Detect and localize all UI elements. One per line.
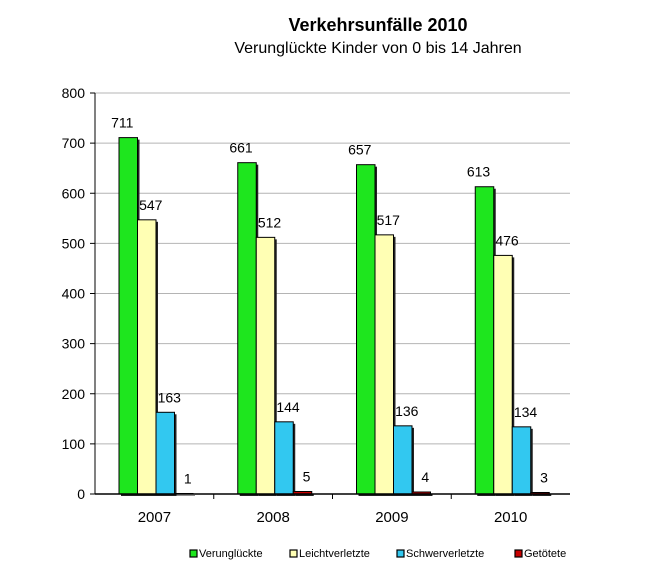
- legend-label: Leichtverletzte: [299, 548, 370, 560]
- data-label: 711: [111, 115, 134, 131]
- data-label: 661: [229, 140, 253, 156]
- data-label: 3: [540, 469, 548, 485]
- chart-subtitle: Verunglückte Kinder von 0 bis 14 Jahren: [234, 40, 521, 57]
- data-label: 4: [421, 469, 429, 485]
- bar-leichtverletzte: [255, 236, 276, 495]
- data-label: 657: [348, 142, 372, 158]
- bar-shadow: [532, 494, 552, 496]
- x-tick-label: 2009: [375, 509, 408, 526]
- bar-verunglückte: [474, 186, 495, 495]
- bar-leichtverletzte: [493, 254, 513, 495]
- legend-label: Schwerverletzte: [406, 548, 484, 560]
- data-label: 512: [258, 214, 282, 230]
- y-tick-label: 700: [62, 135, 86, 151]
- bar-verunglückte: [237, 162, 257, 495]
- y-tick-label: 100: [62, 436, 86, 452]
- bar-leichtverletzte: [374, 234, 394, 495]
- data-label: 144: [276, 399, 300, 415]
- bar-verunglückte: [118, 137, 138, 495]
- legend-label: Getötete: [524, 548, 566, 560]
- y-tick-label: 200: [62, 386, 86, 402]
- x-tick-label: 2010: [494, 509, 527, 526]
- data-label: 476: [495, 232, 519, 248]
- y-tick-label: 400: [62, 286, 86, 302]
- bar-schwerverletzte: [393, 425, 413, 495]
- bar-verunglückte: [356, 164, 376, 495]
- legend-swatch: [514, 549, 523, 558]
- chart-title: Verkehrsunfälle 2010: [288, 15, 467, 35]
- y-tick-label: 800: [62, 85, 86, 101]
- legend-swatch: [396, 549, 405, 558]
- x-tick-label: 2007: [138, 509, 171, 526]
- data-label: 517: [377, 212, 401, 228]
- legend-swatch: [189, 549, 198, 558]
- data-label: 163: [158, 389, 182, 405]
- bar-shadow: [176, 495, 195, 496]
- bar-leichtverletzte: [137, 219, 157, 495]
- bar-schwerverletzte: [511, 426, 532, 495]
- legend-label: Verunglückte: [199, 548, 263, 560]
- x-tick-label: 2008: [256, 509, 289, 526]
- data-label: 1: [184, 470, 192, 486]
- legend-swatch: [289, 549, 298, 558]
- y-tick-label: 300: [62, 336, 86, 352]
- data-label: 5: [303, 468, 311, 484]
- bar-schwerverletzte: [274, 421, 294, 495]
- y-tick-label: 0: [77, 486, 85, 502]
- bar-schwerverletzte: [155, 411, 175, 495]
- y-tick-label: 600: [62, 185, 86, 201]
- data-label: 547: [139, 197, 163, 213]
- data-label: 136: [395, 403, 419, 419]
- data-label: 613: [467, 164, 491, 180]
- data-label: 134: [514, 404, 538, 420]
- y-tick-label: 500: [62, 235, 86, 251]
- bar-shadow: [414, 493, 433, 496]
